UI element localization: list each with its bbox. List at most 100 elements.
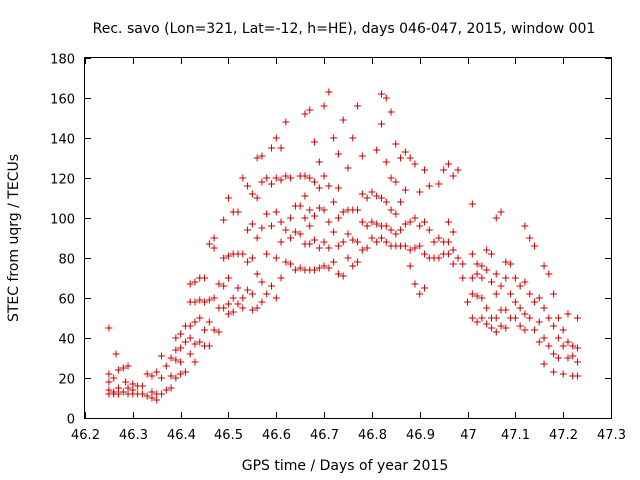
data-point (358, 218, 366, 226)
data-point (244, 286, 252, 294)
data-point (569, 342, 577, 350)
data-point (334, 184, 342, 192)
data-point (406, 218, 414, 226)
data-point (487, 278, 495, 286)
data-point (138, 382, 146, 390)
data-point (406, 246, 414, 254)
data-point (315, 158, 323, 166)
data-point (382, 158, 390, 166)
data-point (449, 228, 457, 236)
data-point (167, 372, 175, 380)
x-tick-label: 47 (460, 428, 477, 443)
data-point (473, 270, 481, 278)
data-point (301, 110, 309, 118)
data-point (564, 338, 572, 346)
data-point (449, 260, 457, 268)
data-point (406, 154, 414, 162)
data-point (530, 326, 538, 334)
data-point (392, 210, 400, 218)
data-point (464, 298, 472, 306)
data-point (344, 254, 352, 262)
data-point (253, 154, 261, 162)
data-point (291, 228, 299, 236)
data-point (511, 314, 519, 322)
data-point (349, 262, 357, 270)
data-point (507, 260, 515, 268)
x-tick-label: 47.2 (549, 428, 578, 443)
x-tick-label: 46.9 (406, 428, 435, 443)
data-point (559, 326, 567, 334)
data-point (325, 182, 333, 190)
data-points (105, 88, 582, 404)
data-point (282, 172, 290, 180)
data-point (411, 214, 419, 222)
data-point (497, 322, 505, 330)
plot-frame (84, 57, 612, 419)
data-point (564, 354, 572, 362)
data-point (277, 176, 285, 184)
data-point (435, 254, 443, 262)
data-point (334, 242, 342, 250)
data-point (186, 322, 194, 330)
data-point (473, 318, 481, 326)
data-point (550, 368, 558, 376)
data-point (387, 206, 395, 214)
data-point (401, 220, 409, 228)
data-point (186, 280, 194, 288)
data-point (205, 240, 213, 248)
data-point (311, 212, 319, 220)
data-point (473, 260, 481, 268)
data-point (181, 368, 189, 376)
y-tick-label: 60 (58, 293, 75, 308)
data-point (478, 274, 486, 282)
data-point (358, 152, 366, 160)
data-point (272, 174, 280, 182)
x-tick-label: 46.7 (310, 428, 339, 443)
data-point (574, 314, 582, 322)
data-point (521, 278, 529, 286)
data-point (569, 352, 577, 360)
data-point (253, 194, 261, 202)
x-tick-label: 47.3 (597, 428, 626, 443)
y-tick-label: 160 (50, 93, 75, 108)
data-point (554, 354, 562, 362)
data-point (114, 384, 122, 392)
data-point (373, 192, 381, 200)
data-point (220, 254, 228, 262)
data-point (421, 250, 429, 258)
data-point (368, 188, 376, 196)
data-point (387, 174, 395, 182)
data-point (478, 314, 486, 322)
x-tick-label: 46.6 (262, 428, 291, 443)
data-point (339, 272, 347, 280)
data-point (315, 184, 323, 192)
data-point (272, 254, 280, 262)
data-point (334, 150, 342, 158)
data-point (234, 208, 242, 216)
data-point (354, 206, 362, 214)
data-point (497, 282, 505, 290)
data-point (201, 274, 209, 282)
data-point (287, 234, 295, 242)
data-point (330, 228, 338, 236)
data-point (330, 134, 338, 142)
data-point (516, 304, 524, 312)
data-point (325, 244, 333, 252)
data-point (382, 198, 390, 206)
data-point (277, 144, 285, 152)
data-point (258, 298, 266, 306)
data-point (363, 222, 371, 230)
data-point (421, 284, 429, 292)
data-point (435, 180, 443, 188)
data-point (239, 174, 247, 182)
data-point (416, 222, 424, 230)
data-point (511, 298, 519, 306)
data-point (535, 318, 543, 326)
data-point (387, 108, 395, 116)
data-point (545, 270, 553, 278)
data-point (502, 324, 510, 332)
data-point (554, 314, 562, 322)
data-point (358, 190, 366, 198)
data-point (459, 260, 467, 268)
data-point (301, 172, 309, 180)
